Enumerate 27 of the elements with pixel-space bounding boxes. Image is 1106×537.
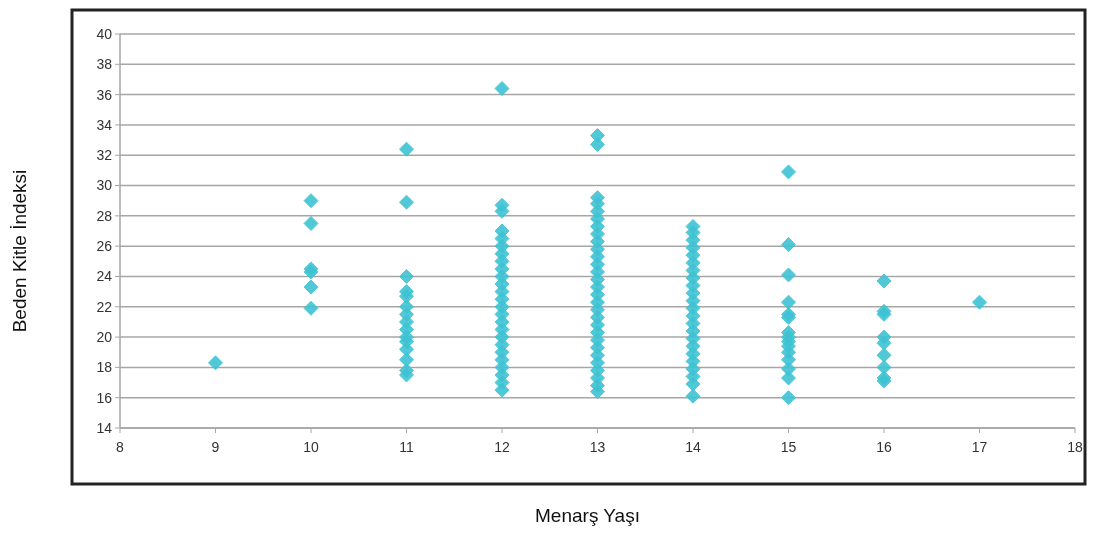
y-tick-label: 28 [96,207,113,224]
x-tick-label: 13 [589,439,606,455]
y-tick-label: 38 [96,56,113,73]
x-tick-label: 14 [685,439,701,455]
y-tick-label: 26 [96,238,113,255]
x-tick-label: 15 [780,439,797,455]
y-tick-label: 24 [96,268,113,285]
y-tick-label: 20 [96,328,113,345]
y-tick-label: 34 [96,116,113,133]
y-tick-label: 30 [96,177,113,194]
y-tick-label: 18 [96,359,113,376]
x-tick-label: 11 [399,439,414,455]
x-tick-label: 18 [1067,439,1083,455]
y-tick-label: 22 [96,298,113,315]
y-axis-title: Beden Kitle İndeksi [9,169,30,333]
x-tick-label: 17 [971,439,988,455]
x-tick-label: 10 [303,439,319,455]
y-tick-label: 40 [96,25,113,42]
y-tick-label: 32 [96,147,113,164]
x-axis-title: Menarş Yaşı [535,505,640,526]
x-tick-label: 8 [116,439,125,455]
x-tick-label: 9 [211,439,220,455]
y-tick-label: 14 [96,419,113,436]
x-tick-label: 16 [876,439,892,455]
y-tick-label: 16 [96,389,113,406]
x-tick-label: 12 [494,439,510,455]
y-tick-label: 36 [96,86,113,103]
